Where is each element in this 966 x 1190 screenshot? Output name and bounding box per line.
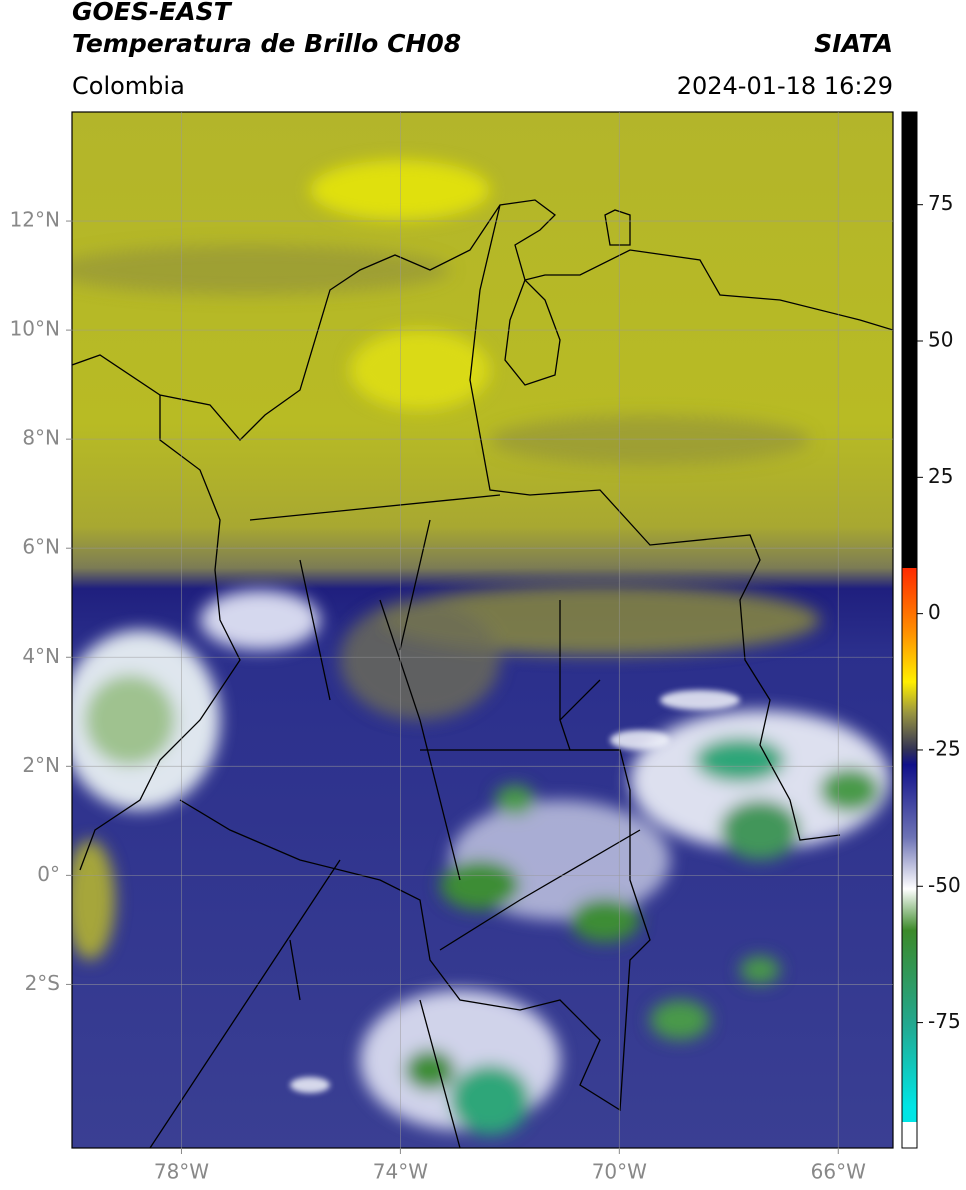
x-tick-label: 78°W [154, 1160, 209, 1184]
y-tick-label: 8°N [22, 426, 60, 450]
colorbar-tick-label: 50 [928, 328, 953, 352]
x-tick-label: 74°W [373, 1160, 428, 1184]
x-tick-label: 66°W [811, 1160, 866, 1184]
x-tick-label: 70°W [592, 1160, 647, 1184]
y-tick-label: 12°N [10, 208, 60, 232]
title: GOES-EAST [72, 0, 233, 26]
map-frame [71, 111, 894, 1149]
y-tick-label: 4°N [22, 644, 60, 668]
region: Colombia [72, 72, 185, 100]
y-tick-label: 0° [37, 862, 60, 886]
colorbar [901, 111, 918, 1149]
colorbar-tick-label: 75 [928, 191, 953, 215]
y-tick-label: 2°N [22, 753, 60, 777]
colorbar-tick-label: 0 [928, 600, 941, 624]
colorbar-tick-label: -75 [928, 1009, 961, 1033]
satellite-image [72, 112, 893, 1148]
source: SIATA [814, 29, 893, 58]
y-tick-label: 2°S [25, 971, 60, 995]
datetime: 2024-01-18 16:29 [677, 72, 893, 100]
subtitle: Temperatura de Brillo CH08 [72, 29, 461, 58]
colorbar-tick-label: -50 [928, 873, 961, 897]
colorbar-tick-label: -25 [928, 736, 961, 760]
y-tick-label: 10°N [10, 317, 60, 341]
y-tick-label: 6°N [22, 535, 60, 559]
colorbar-tick-label: 25 [928, 464, 953, 488]
